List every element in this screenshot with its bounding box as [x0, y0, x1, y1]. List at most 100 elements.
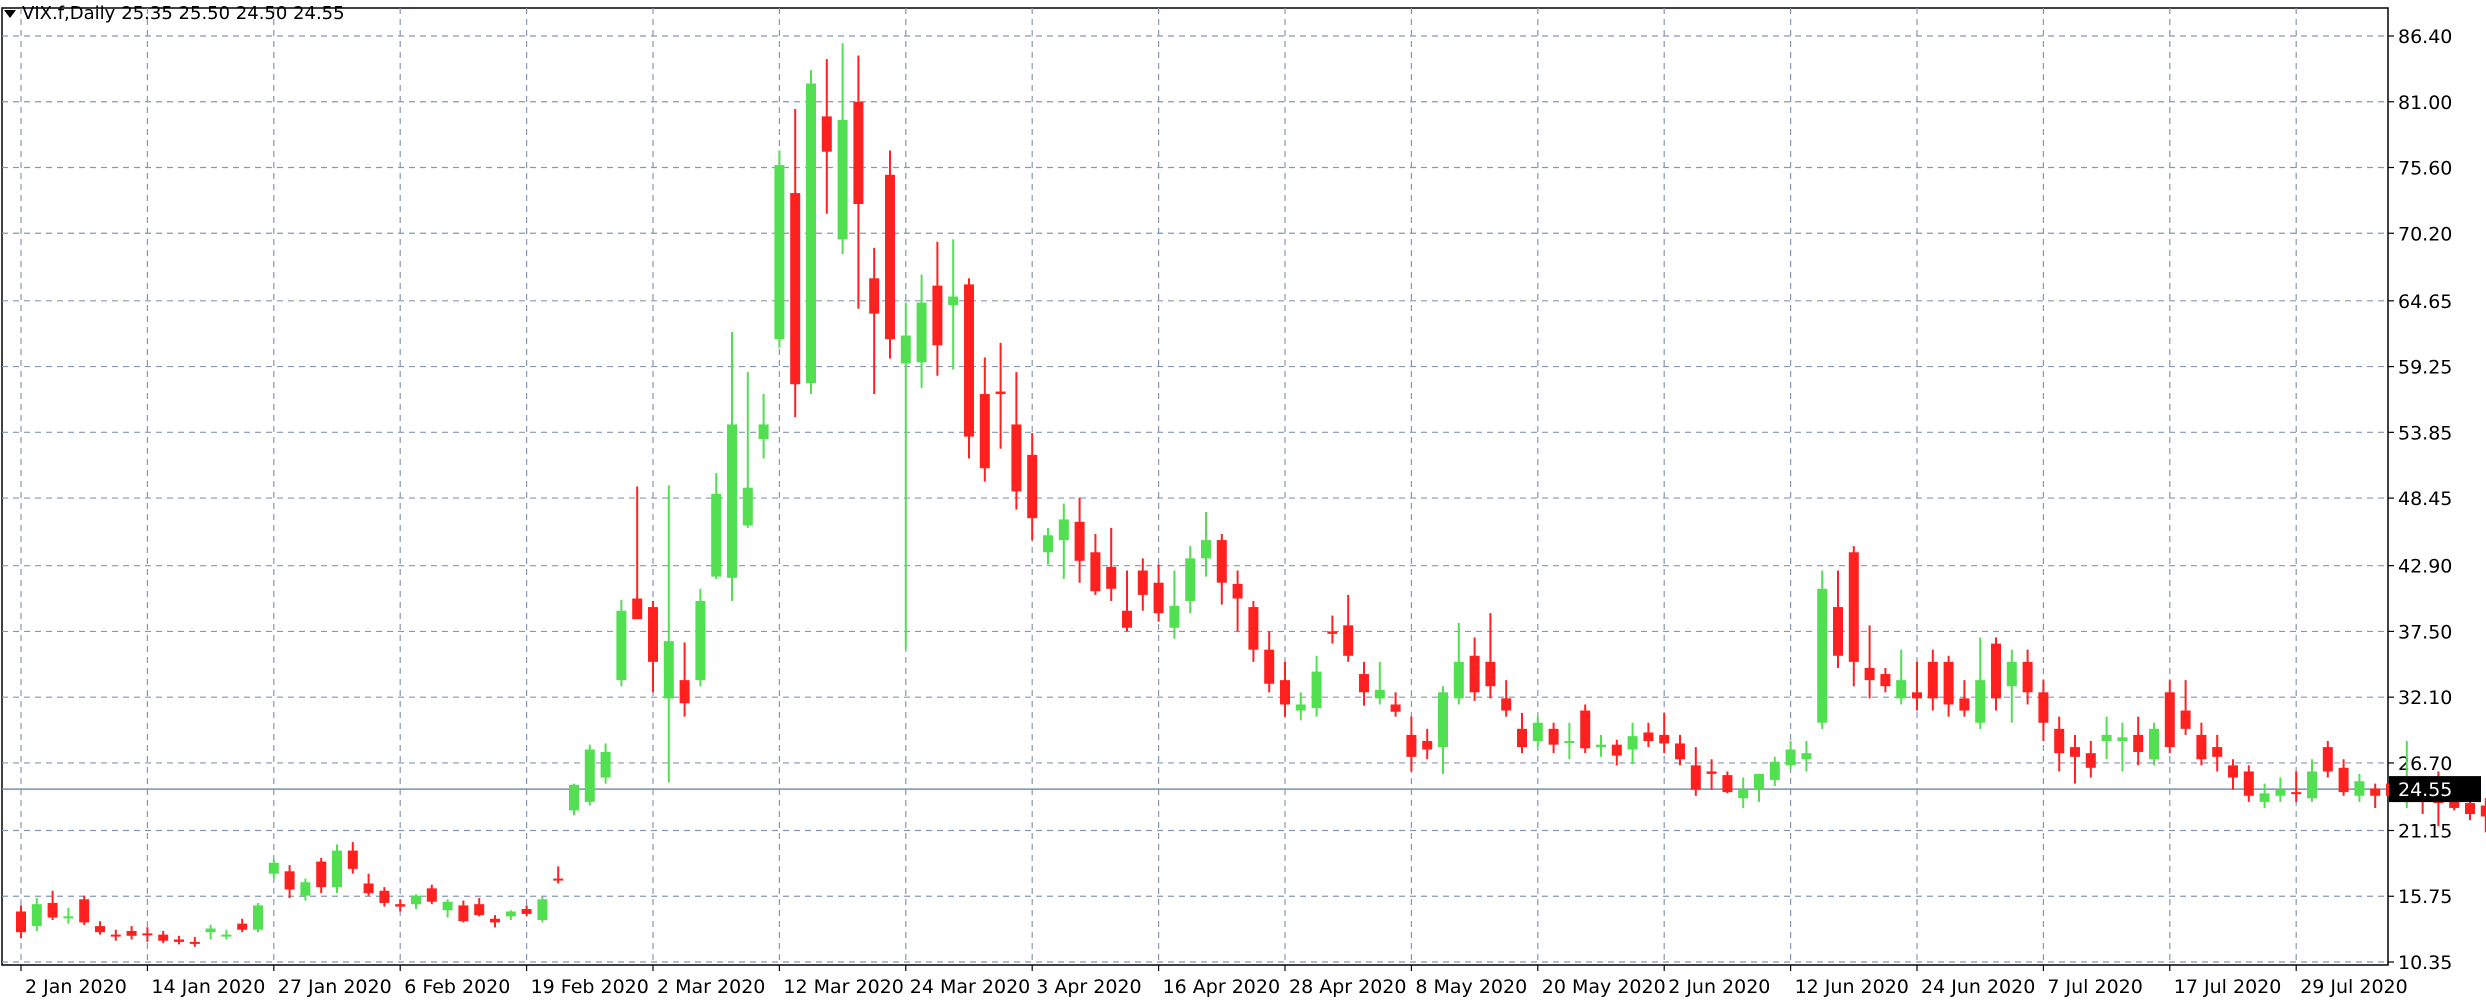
candle-bear	[126, 930, 137, 936]
candle-bear	[853, 101, 864, 205]
x-tick-label-2: 27 Jan 2020	[278, 976, 392, 998]
x-tick-label-3: 6 Feb 2020	[404, 976, 510, 998]
candle-bear	[142, 933, 153, 936]
candle-bear	[79, 899, 90, 923]
candle-bear	[490, 918, 500, 923]
y-tick-label-3: 70.20	[2398, 223, 2452, 245]
dropdown-triangle-icon[interactable]	[4, 9, 16, 18]
candle-bear	[474, 904, 485, 916]
candle-bear	[1153, 582, 1164, 614]
candle-bear	[1991, 643, 2001, 699]
candle-bear	[16, 911, 26, 933]
candle-bull	[600, 751, 611, 778]
candle-bear	[1469, 655, 1480, 693]
candle-bull	[1311, 671, 1322, 709]
candle-bear	[632, 598, 643, 620]
candle-bear	[347, 850, 358, 869]
candle-bear	[1501, 698, 1512, 711]
candle-bear	[521, 909, 532, 914]
candle-bear	[363, 883, 374, 894]
candle-bear	[2022, 661, 2033, 693]
candle-bear	[1517, 728, 1527, 748]
chart-header: VIX.f,Daily 25.35 25.50 24.50 24.55	[4, 3, 345, 24]
candle-bear	[458, 905, 469, 922]
candle-bull	[332, 850, 342, 888]
x-tick-label-12: 20 May 2020	[1542, 976, 1666, 998]
candle-bear	[1406, 734, 1417, 757]
candle-bear	[47, 902, 58, 918]
candle-bear	[1343, 625, 1354, 656]
candle-bear	[1722, 775, 1733, 793]
candle-bear	[1880, 674, 1891, 687]
candle-bear	[379, 890, 390, 903]
ohlc-values: 25.35 25.50 24.50 24.55	[121, 3, 345, 24]
candle-bull	[2117, 737, 2128, 742]
candle-bear	[1643, 732, 1654, 742]
candle-bear	[2465, 803, 2475, 815]
candle-bear	[395, 904, 406, 907]
candle-bull	[1043, 535, 1053, 553]
candle-bear	[1912, 692, 1922, 699]
candle-bear	[2370, 788, 2381, 796]
candle-bull	[1185, 558, 1196, 601]
candle-bear	[979, 393, 990, 469]
candle-bull	[1374, 689, 1385, 699]
candle-bear	[1422, 741, 1433, 750]
candle-bull	[1438, 692, 1448, 748]
candle-bull	[268, 862, 279, 874]
candle-bull	[2275, 789, 2286, 796]
candle-bear	[2054, 728, 2065, 754]
candle-bear	[2480, 805, 2486, 817]
candle-bear	[1011, 424, 1022, 492]
candle-bear	[1485, 661, 1496, 687]
candle-bear	[2322, 747, 2333, 772]
candle-bear	[1264, 649, 1275, 684]
y-tick-label-7: 48.45	[2398, 488, 2452, 510]
candle-bear	[2180, 710, 2191, 729]
y-tick-label-1: 81.00	[2398, 92, 2452, 114]
candle-bull	[1738, 789, 1749, 799]
candle-bull	[2354, 781, 2365, 796]
candle-bear	[1706, 771, 1717, 774]
y-tick-label-9: 37.50	[2398, 621, 2452, 643]
candle-bear	[2196, 734, 2207, 760]
candle-bear	[284, 871, 295, 890]
candle-bear	[932, 285, 943, 346]
candle-bear	[2228, 765, 2238, 778]
candle-bear	[790, 193, 801, 385]
candle-bear	[679, 680, 690, 704]
x-tick-label-5: 2 Mar 2020	[657, 976, 765, 998]
candle-bear	[189, 941, 200, 944]
candle-bear	[2243, 771, 2254, 796]
candle-bull	[695, 600, 706, 681]
candle-bull	[758, 424, 769, 440]
candle-bull	[584, 749, 595, 802]
candle-bull	[1817, 588, 1828, 723]
candle-bear	[1090, 552, 1101, 592]
candle-bull	[63, 916, 74, 919]
current-price-box	[2389, 776, 2481, 803]
candle-bear	[2133, 734, 2144, 752]
candle-bear	[648, 607, 658, 662]
candle-bear	[1611, 744, 1622, 756]
candle-bull	[948, 296, 959, 306]
y-tick-label-4: 64.65	[2398, 291, 2452, 313]
y-tick-label-2: 75.60	[2398, 158, 2452, 180]
y-tick-label-0: 86.40	[2398, 26, 2452, 48]
x-tick-label-7: 24 Mar 2020	[910, 976, 1030, 998]
y-tick-label-5: 59.25	[2398, 357, 2452, 379]
y-tick-label-14: 10.35	[2398, 952, 2452, 974]
candle-bear	[2070, 747, 2080, 757]
plot-frame	[1, 7, 2389, 966]
candle-bull	[1596, 744, 1606, 748]
candle-bear	[995, 391, 1006, 394]
candle-bear	[2212, 747, 2223, 757]
y-tick-label-6: 53.85	[2398, 422, 2452, 444]
candle-bull	[1754, 773, 1764, 790]
candle-bear	[95, 926, 105, 933]
candle-bull	[1564, 741, 1575, 744]
candle-bull	[1201, 540, 1211, 559]
candle-bear	[1943, 661, 1954, 705]
